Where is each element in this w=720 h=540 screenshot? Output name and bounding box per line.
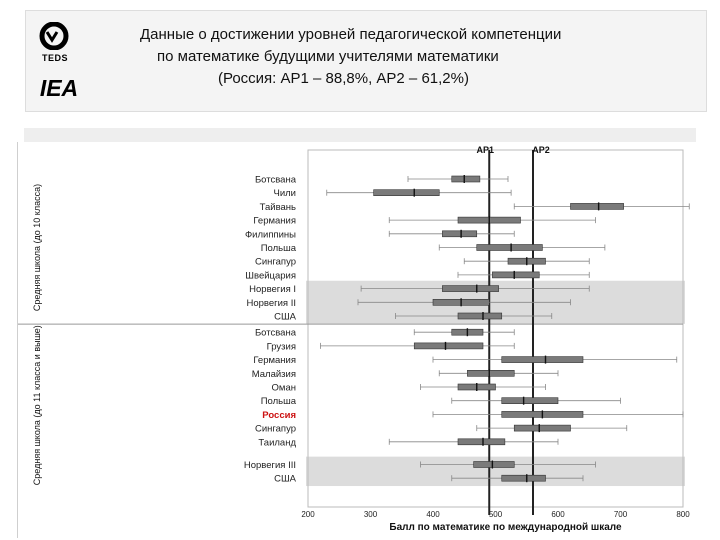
x-tick-400: 400 (426, 510, 440, 519)
g1-row-9-label: Норвегия I (249, 284, 296, 295)
g1-row-2-label: Чили (274, 188, 297, 199)
g2-row-9-label: Таиланд (258, 437, 296, 448)
title-line-1: Данные о достижении уровней педагогическ… (140, 26, 562, 43)
g2-row-4-box (467, 370, 515, 377)
g1-row-2-box (373, 189, 440, 197)
g2-row-6-label: Польша (261, 396, 297, 407)
g2-row-2-label: Грузия (267, 341, 296, 352)
group-label-2: Средняя школа (до 11 класса и выше) (32, 325, 42, 485)
x-tick-700: 700 (614, 510, 628, 519)
g1-row-8-label: Швейцария (245, 270, 296, 281)
chart-panel: AP1 AP2 Ботсвана Чили Тайвань Германия Филиппи… (17, 142, 704, 538)
g2-row-6-box (501, 397, 559, 404)
reference-label-ap1: AP1 (476, 145, 494, 155)
g1-row-10-label: Норвегия II (247, 298, 297, 309)
g2-row-10-label: Норвегия III (244, 460, 296, 471)
iea-logo: IEA (36, 73, 82, 105)
g2-row-11-box (501, 474, 546, 482)
g1-row-1-box (451, 175, 481, 183)
group-label-1: Средняя школа (до 10 класса) (32, 184, 42, 311)
iea-logo-text: IEA (39, 75, 79, 101)
g1-row-4-label: Германия (253, 216, 296, 227)
g2-row-11-label: США (274, 474, 297, 485)
g1-row-5-box (442, 230, 478, 238)
g2-row-9-box (457, 438, 506, 446)
g2-row-1-label: Ботсвана (255, 328, 297, 339)
g1-row-6-label: Польша (261, 243, 297, 254)
g2-row-8-label: Сингапур (255, 424, 296, 435)
g1-row-6-box (476, 244, 543, 251)
x-tick-600: 600 (551, 510, 565, 519)
teds-logo-mark (39, 22, 69, 50)
shaded-band-group-2 (306, 456, 685, 487)
g2-row-2-box (413, 342, 484, 350)
boxplot-chart: AP1 AP2 Ботсвана Чили Тайвань Германия Филиппи… (18, 145, 690, 533)
g2-row-3-box (501, 356, 584, 363)
g1-row-3-box (570, 203, 624, 210)
g2-row-10-box (473, 461, 515, 468)
title-line-3: (Россия: АР1 – 88,8%, АР2 – 61,2%) (218, 70, 469, 87)
x-tick-500: 500 (489, 510, 503, 519)
g2-row-5-label: Оман (272, 383, 296, 394)
x-tick-200: 200 (301, 510, 315, 519)
x-axis-title: Балл по математике по международной шкал… (389, 522, 622, 533)
g1-row-8-box (492, 271, 540, 279)
g2-row-8-box (513, 424, 571, 432)
teds-logo-text: TEDS (41, 53, 68, 63)
header-panel (25, 10, 707, 112)
g2-row-4-label: Малайзия (252, 369, 296, 380)
g1-row-3-label: Тайвань (260, 202, 296, 213)
x-tick-800: 800 (676, 510, 690, 519)
g1-row-11-label: США (274, 312, 297, 323)
g1-row-7-label: Сингапур (255, 257, 296, 268)
g1-row-9-box (442, 285, 499, 292)
g1-row-11-box (457, 312, 503, 320)
g2-row-3-label: Германия (253, 355, 296, 366)
teds-logo: TEDS (35, 22, 75, 70)
g2-row-7-label: Россия (262, 410, 296, 421)
g1-row-5-label: Филиппины (245, 229, 296, 240)
title-line-2: по математике будущими учителями математ… (157, 48, 499, 65)
x-tick-300: 300 (364, 510, 378, 519)
plot-frame (307, 149, 684, 508)
reference-label-ap2: AP2 (532, 145, 550, 155)
g1-row-1-label: Ботсвана (255, 175, 297, 186)
